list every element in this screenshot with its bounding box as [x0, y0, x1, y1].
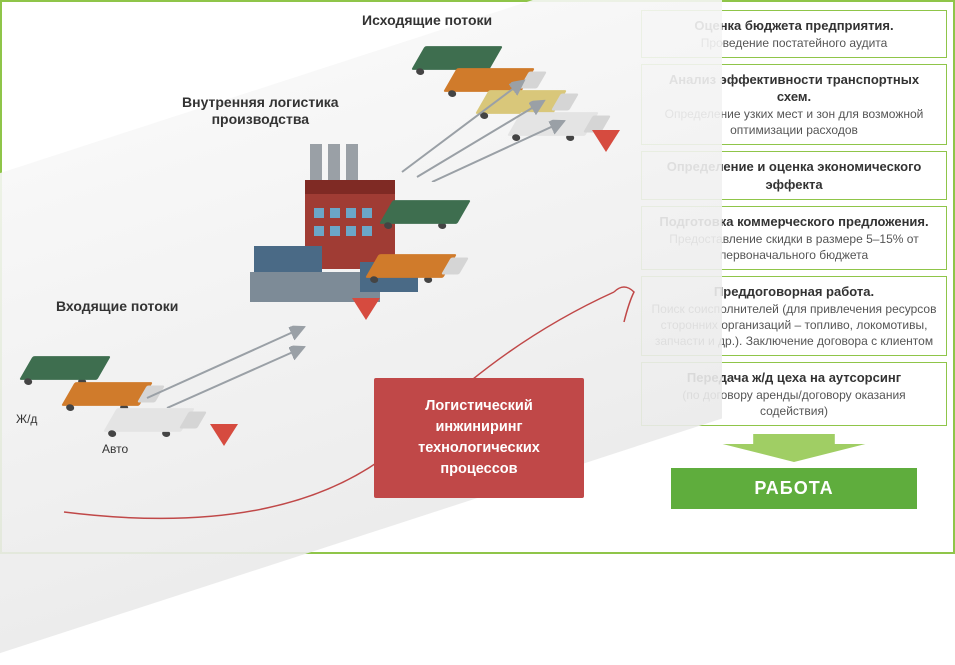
label-rail: Ж/д — [16, 412, 37, 426]
logistics-diagram: Исходящие потоки Внутренняя логистика пр… — [2, 2, 635, 552]
flow-arrow-out — [392, 42, 592, 182]
label-outgoing: Исходящие потоки — [362, 12, 492, 29]
work-button[interactable]: РАБОТА — [671, 468, 917, 509]
vehicle-yard-2 — [379, 200, 471, 224]
red-banner: Логистический инжиниринг технологических… — [374, 378, 584, 498]
work-arrow-icon — [641, 432, 947, 462]
label-internal: Внутренняя логистика производства — [182, 94, 339, 128]
red-arrow-outgoing — [592, 130, 620, 152]
